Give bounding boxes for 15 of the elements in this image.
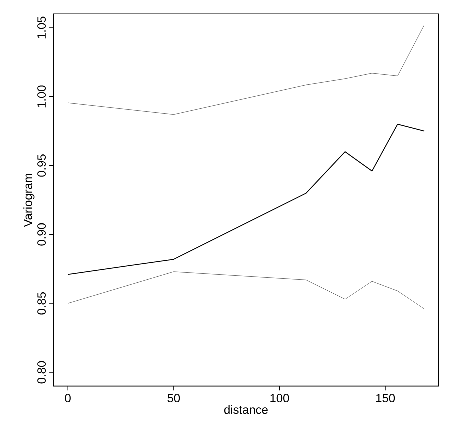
y-tick-label: 0.80 [38, 362, 46, 384]
line-series [68, 124, 425, 276]
line-series [68, 25, 425, 116]
y-tick-label: 1.00 [38, 86, 46, 108]
x-tick-label: 0 [65, 394, 71, 403]
x-tick-label: 100 [270, 394, 290, 403]
x-tick-label: 150 [376, 394, 396, 403]
x-axis-title: distance [224, 406, 268, 414]
y-axis-title: Variogram [24, 174, 35, 228]
x-tick-label: 50 [168, 394, 180, 403]
line-series [68, 272, 425, 310]
y-tick-label: 0.90 [38, 224, 46, 246]
y-tick-label: 1.05 [38, 16, 46, 39]
y-tick-label: 0.95 [38, 154, 46, 178]
y-tick-label: 0.85 [38, 292, 46, 315]
